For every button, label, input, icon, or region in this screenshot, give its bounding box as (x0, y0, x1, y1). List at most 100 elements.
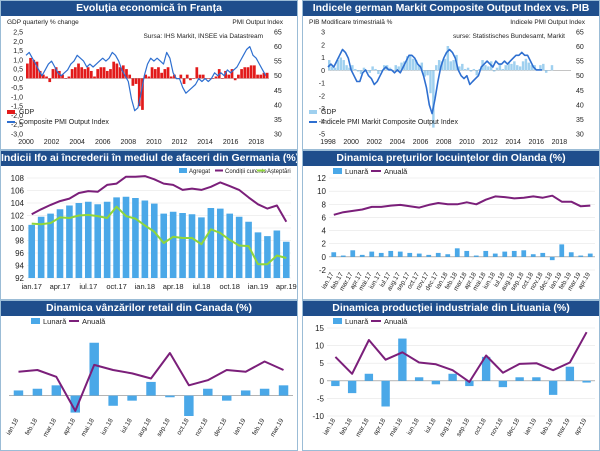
agregat-bar (273, 230, 281, 278)
left-tick-label: -1,5 (11, 104, 23, 111)
monthly-bar (548, 380, 558, 395)
gdp-bar (449, 61, 452, 71)
gdp-bar (443, 58, 447, 71)
pmi-line (25, 46, 267, 112)
gdp-bar (54, 67, 58, 79)
x-tick-label: 2012 (482, 139, 498, 146)
gdp-bar (249, 65, 253, 79)
x-tick-label: 2008 (436, 139, 452, 146)
agregat-bar (66, 205, 73, 278)
gdp-bar (80, 67, 84, 79)
gdp-bar (516, 65, 519, 71)
gdp-bar (423, 70, 426, 77)
gdp-bar (510, 63, 513, 71)
y-tick-label: 106 (11, 187, 25, 196)
y-tick-label: -2 (319, 266, 327, 275)
x-tick-label: mar.19 (556, 417, 572, 438)
right-tick-label: 40 (274, 102, 282, 109)
gdp-bar (118, 67, 122, 79)
monthly-bar (511, 250, 517, 257)
gdp-bar (237, 74, 240, 79)
gdp-bar (524, 58, 528, 71)
monthly-bar (445, 254, 451, 257)
legend-label-monthly: Lunară (43, 317, 67, 326)
gdp-bar (544, 70, 548, 73)
x-tick-label: 2008 (121, 139, 137, 146)
gdp-bar (452, 60, 455, 71)
agregat-bar (103, 201, 111, 278)
right-tick-label: 50 (274, 73, 282, 80)
x-tick-label: mar.18 (355, 417, 371, 438)
x-tick-label: feb.18 (24, 417, 39, 436)
gdp-bar (469, 70, 473, 72)
agregat-bar (113, 197, 120, 278)
gdp-bar (205, 78, 208, 79)
gdp-bar (179, 74, 183, 79)
monthly-bar (578, 255, 584, 257)
x-tick-label: apr.17 (50, 282, 71, 291)
left-tick-label: 0 (321, 68, 325, 75)
gdp-bar (208, 78, 211, 79)
gdp-bar (169, 76, 173, 79)
x-tick-label: ian.18 (5, 417, 20, 436)
y-tick-label: 5 (320, 359, 325, 368)
gdp-bar (147, 76, 151, 79)
agregat-bar (160, 213, 168, 278)
panel-canada: Dinamica vânzărilor retail din Canada (%… (0, 300, 298, 451)
monthly-bar (448, 373, 457, 381)
x-tick-label: mai.18 (388, 417, 404, 438)
gdp-bar (189, 78, 192, 81)
gdp-bar (157, 67, 160, 79)
agregat-bar (84, 201, 92, 278)
gdp-bar (214, 76, 218, 79)
gdp-bar (380, 70, 383, 72)
gdp-bar (426, 70, 429, 76)
gdp-bar (192, 78, 195, 79)
right-tick-label: 60 (576, 44, 584, 51)
gdp-bar (394, 65, 397, 71)
gdp-bar (362, 67, 366, 71)
x-tick-label: ian.19 (523, 417, 538, 436)
monthly-bar (364, 373, 374, 381)
gdp-bar (388, 67, 392, 71)
gdp-bar (109, 69, 112, 79)
x-tick-label: iul.17 (79, 282, 97, 291)
gdp-bar (51, 69, 55, 79)
x-tick-label: 2004 (390, 139, 406, 146)
gdp-bar (134, 78, 138, 84)
x-tick-label: 2002 (44, 139, 60, 146)
gdp-bar (539, 65, 542, 71)
monthly-bar (549, 256, 555, 261)
agregat-bar (245, 221, 252, 278)
legend-label-gdp: GDP (19, 109, 35, 116)
legend-swatch-monthly (31, 318, 40, 324)
gdp-bar (440, 61, 444, 71)
gdp-bar (45, 76, 48, 79)
y-tick-label: 12 (317, 174, 326, 183)
monthly-bar (502, 251, 508, 257)
gdp-bar (446, 46, 450, 71)
monthly-bar (165, 395, 175, 398)
left-tick-label: -3,0 (11, 132, 23, 139)
monthly-bar (203, 388, 213, 396)
y-tick-label: 2 (322, 240, 327, 249)
left-tick-label: -0,5 (11, 85, 23, 92)
gdp-bar (153, 69, 157, 79)
right-tick-label: 35 (576, 117, 584, 124)
panel-germany-pmi: Indicele german Markit Composite Output … (302, 0, 600, 150)
monthly-bar (532, 377, 541, 381)
gdp-bar (41, 74, 45, 79)
gdp-bar (414, 60, 418, 71)
y-tick-label: 96 (15, 249, 24, 258)
panel-netherlands: Dinamica prețurilor locuințelor din Olan… (302, 150, 600, 300)
gdp-bar (432, 70, 435, 128)
source-note: surse: Statistisches Bundesamt, Markit (453, 33, 565, 40)
left-tick-label: 1,0 (13, 57, 23, 64)
monthly-bar (515, 377, 524, 381)
gdp-bar (48, 78, 52, 83)
gdp-bar (246, 67, 250, 79)
left-tick-label: 2 (321, 42, 325, 49)
gdp-bar (265, 72, 269, 79)
